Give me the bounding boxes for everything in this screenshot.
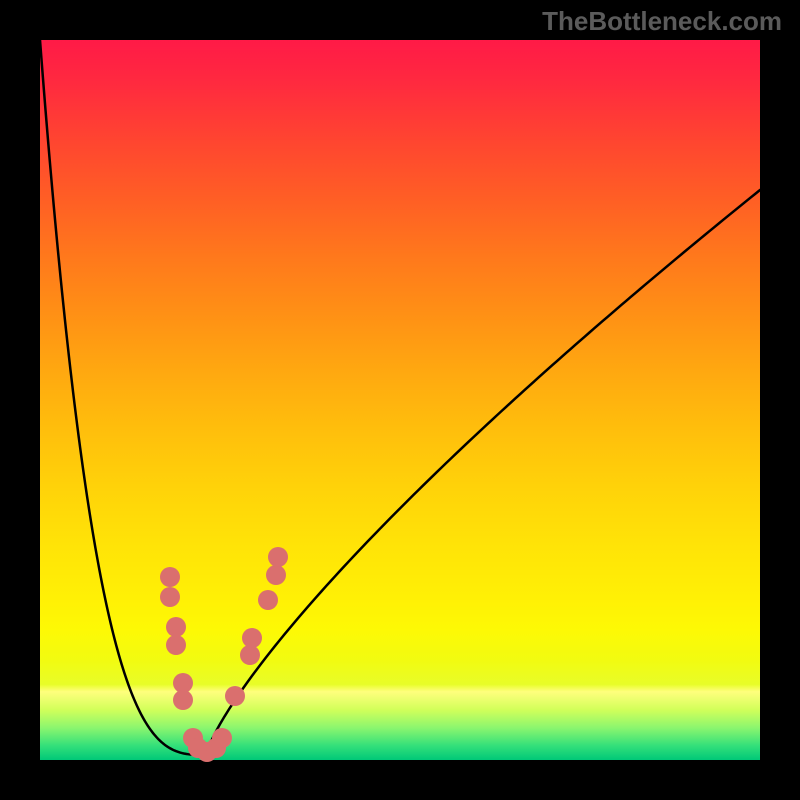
data-marker — [166, 635, 186, 655]
bottleneck-curve — [40, 40, 760, 755]
data-marker — [268, 547, 288, 567]
data-marker — [240, 645, 260, 665]
data-marker — [160, 567, 180, 587]
curve-layer — [0, 0, 800, 800]
data-marker — [160, 587, 180, 607]
chart-root: { "canvas": { "width": 800, "height": 80… — [0, 0, 800, 800]
data-marker — [242, 628, 262, 648]
data-marker — [173, 690, 193, 710]
data-marker — [258, 590, 278, 610]
data-marker — [266, 565, 286, 585]
data-marker — [166, 617, 186, 637]
data-marker — [212, 728, 232, 748]
watermark-text: TheBottleneck.com — [542, 6, 782, 37]
data-marker — [225, 686, 245, 706]
